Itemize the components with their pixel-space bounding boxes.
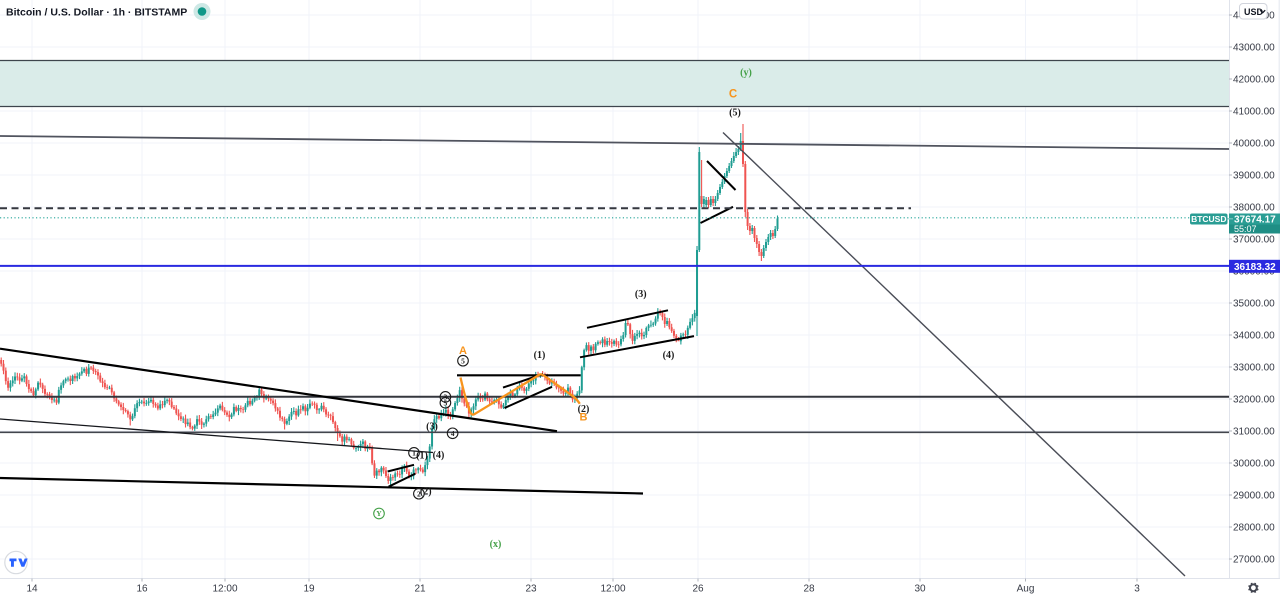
svg-text:36183.32: 36183.32 bbox=[1234, 262, 1276, 273]
svg-text:B: B bbox=[580, 412, 588, 424]
svg-text:26: 26 bbox=[692, 584, 704, 595]
svg-text:42000.00: 42000.00 bbox=[1233, 75, 1275, 86]
svg-text:12:00: 12:00 bbox=[600, 584, 625, 595]
svg-text:40000.00: 40000.00 bbox=[1233, 139, 1275, 150]
svg-text:4: 4 bbox=[451, 429, 455, 438]
svg-text:(1): (1) bbox=[416, 451, 428, 462]
svg-text:19: 19 bbox=[303, 584, 315, 595]
svg-text:5: 5 bbox=[461, 356, 465, 365]
svg-text:41000.00: 41000.00 bbox=[1233, 107, 1275, 118]
svg-text:3: 3 bbox=[1134, 584, 1140, 595]
svg-text:12:00: 12:00 bbox=[212, 584, 237, 595]
svg-text:30000.00: 30000.00 bbox=[1233, 459, 1275, 470]
svg-text:16: 16 bbox=[136, 584, 148, 595]
svg-text:Y: Y bbox=[376, 509, 382, 518]
svg-text:30: 30 bbox=[914, 584, 926, 595]
svg-text:37000.00: 37000.00 bbox=[1233, 235, 1275, 246]
svg-text:34000.00: 34000.00 bbox=[1233, 331, 1275, 342]
svg-text:32000.00: 32000.00 bbox=[1233, 395, 1275, 406]
svg-text:C: C bbox=[729, 89, 737, 101]
svg-text:43000.00: 43000.00 bbox=[1233, 43, 1275, 54]
svg-text:33000.00: 33000.00 bbox=[1233, 363, 1275, 374]
svg-text:(5): (5) bbox=[729, 108, 741, 119]
svg-text:A: A bbox=[459, 345, 467, 357]
svg-text:(2): (2) bbox=[420, 486, 432, 497]
svg-text:31000.00: 31000.00 bbox=[1233, 427, 1275, 438]
svg-text:2: 2 bbox=[417, 489, 421, 498]
svg-text:5: 5 bbox=[444, 399, 448, 408]
svg-text:(y): (y) bbox=[740, 68, 752, 79]
svg-text:27000.00: 27000.00 bbox=[1233, 555, 1275, 566]
svg-text:39000.00: 39000.00 bbox=[1233, 171, 1275, 182]
svg-text:35000.00: 35000.00 bbox=[1233, 299, 1275, 310]
svg-text:(4): (4) bbox=[433, 450, 445, 461]
svg-text:28000.00: 28000.00 bbox=[1233, 523, 1275, 534]
svg-text:37674.17: 37674.17 bbox=[1234, 215, 1276, 226]
svg-text:23: 23 bbox=[525, 584, 537, 595]
svg-text:1: 1 bbox=[412, 449, 416, 458]
svg-text:21: 21 bbox=[414, 584, 426, 595]
svg-text:(4): (4) bbox=[663, 350, 675, 361]
svg-text:(1): (1) bbox=[534, 350, 546, 361]
svg-text:55:07: 55:07 bbox=[1234, 224, 1257, 234]
svg-text:USD: USD bbox=[1244, 7, 1264, 17]
svg-text:BTCUSD: BTCUSD bbox=[1191, 214, 1226, 224]
svg-text:38000.00: 38000.00 bbox=[1233, 203, 1275, 214]
svg-text:Bitcoin / U.S. Dollar · 1h · B: Bitcoin / U.S. Dollar · 1h · BITSTAMP bbox=[6, 7, 187, 19]
svg-text:(2): (2) bbox=[578, 404, 590, 415]
svg-text:(x): (x) bbox=[490, 539, 502, 550]
svg-text:(3): (3) bbox=[635, 289, 647, 300]
svg-text:14: 14 bbox=[26, 584, 38, 595]
svg-text:Aug: Aug bbox=[1017, 584, 1035, 595]
svg-text:29000.00: 29000.00 bbox=[1233, 491, 1275, 502]
svg-text:28: 28 bbox=[803, 584, 815, 595]
svg-text:(3): (3) bbox=[426, 421, 438, 432]
